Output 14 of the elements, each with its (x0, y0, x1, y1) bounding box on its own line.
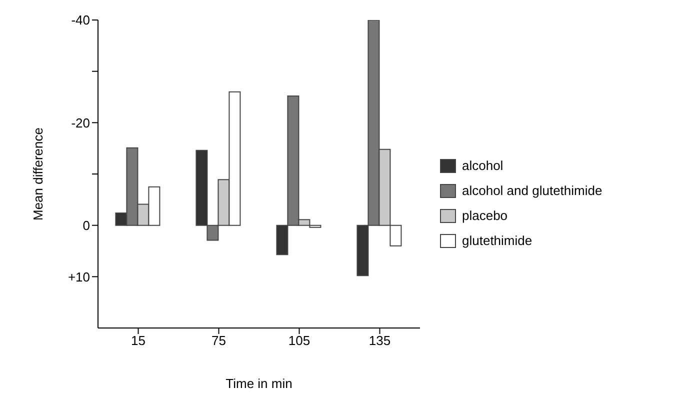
legend-label: glutethimide (462, 233, 532, 248)
x-axis-title: Time in min (226, 376, 292, 391)
y-tick-label: +10 (68, 269, 90, 284)
y-tick-label: 0 (82, 218, 90, 233)
x-tick-label: 105 (288, 333, 310, 348)
y-axis-title: Mean difference (30, 128, 46, 220)
y-tick-label: -20 (71, 115, 90, 130)
legend-label: placebo (462, 208, 508, 223)
legend-label: alcohol and glutethimide (462, 183, 602, 198)
y-tick-label: -40 (71, 12, 90, 28)
x-tick-label: 75 (212, 333, 226, 348)
x-tick-label: 15 (131, 333, 146, 348)
legend-label: alcohol (462, 158, 504, 173)
x-tick-label: 135 (368, 333, 391, 348)
